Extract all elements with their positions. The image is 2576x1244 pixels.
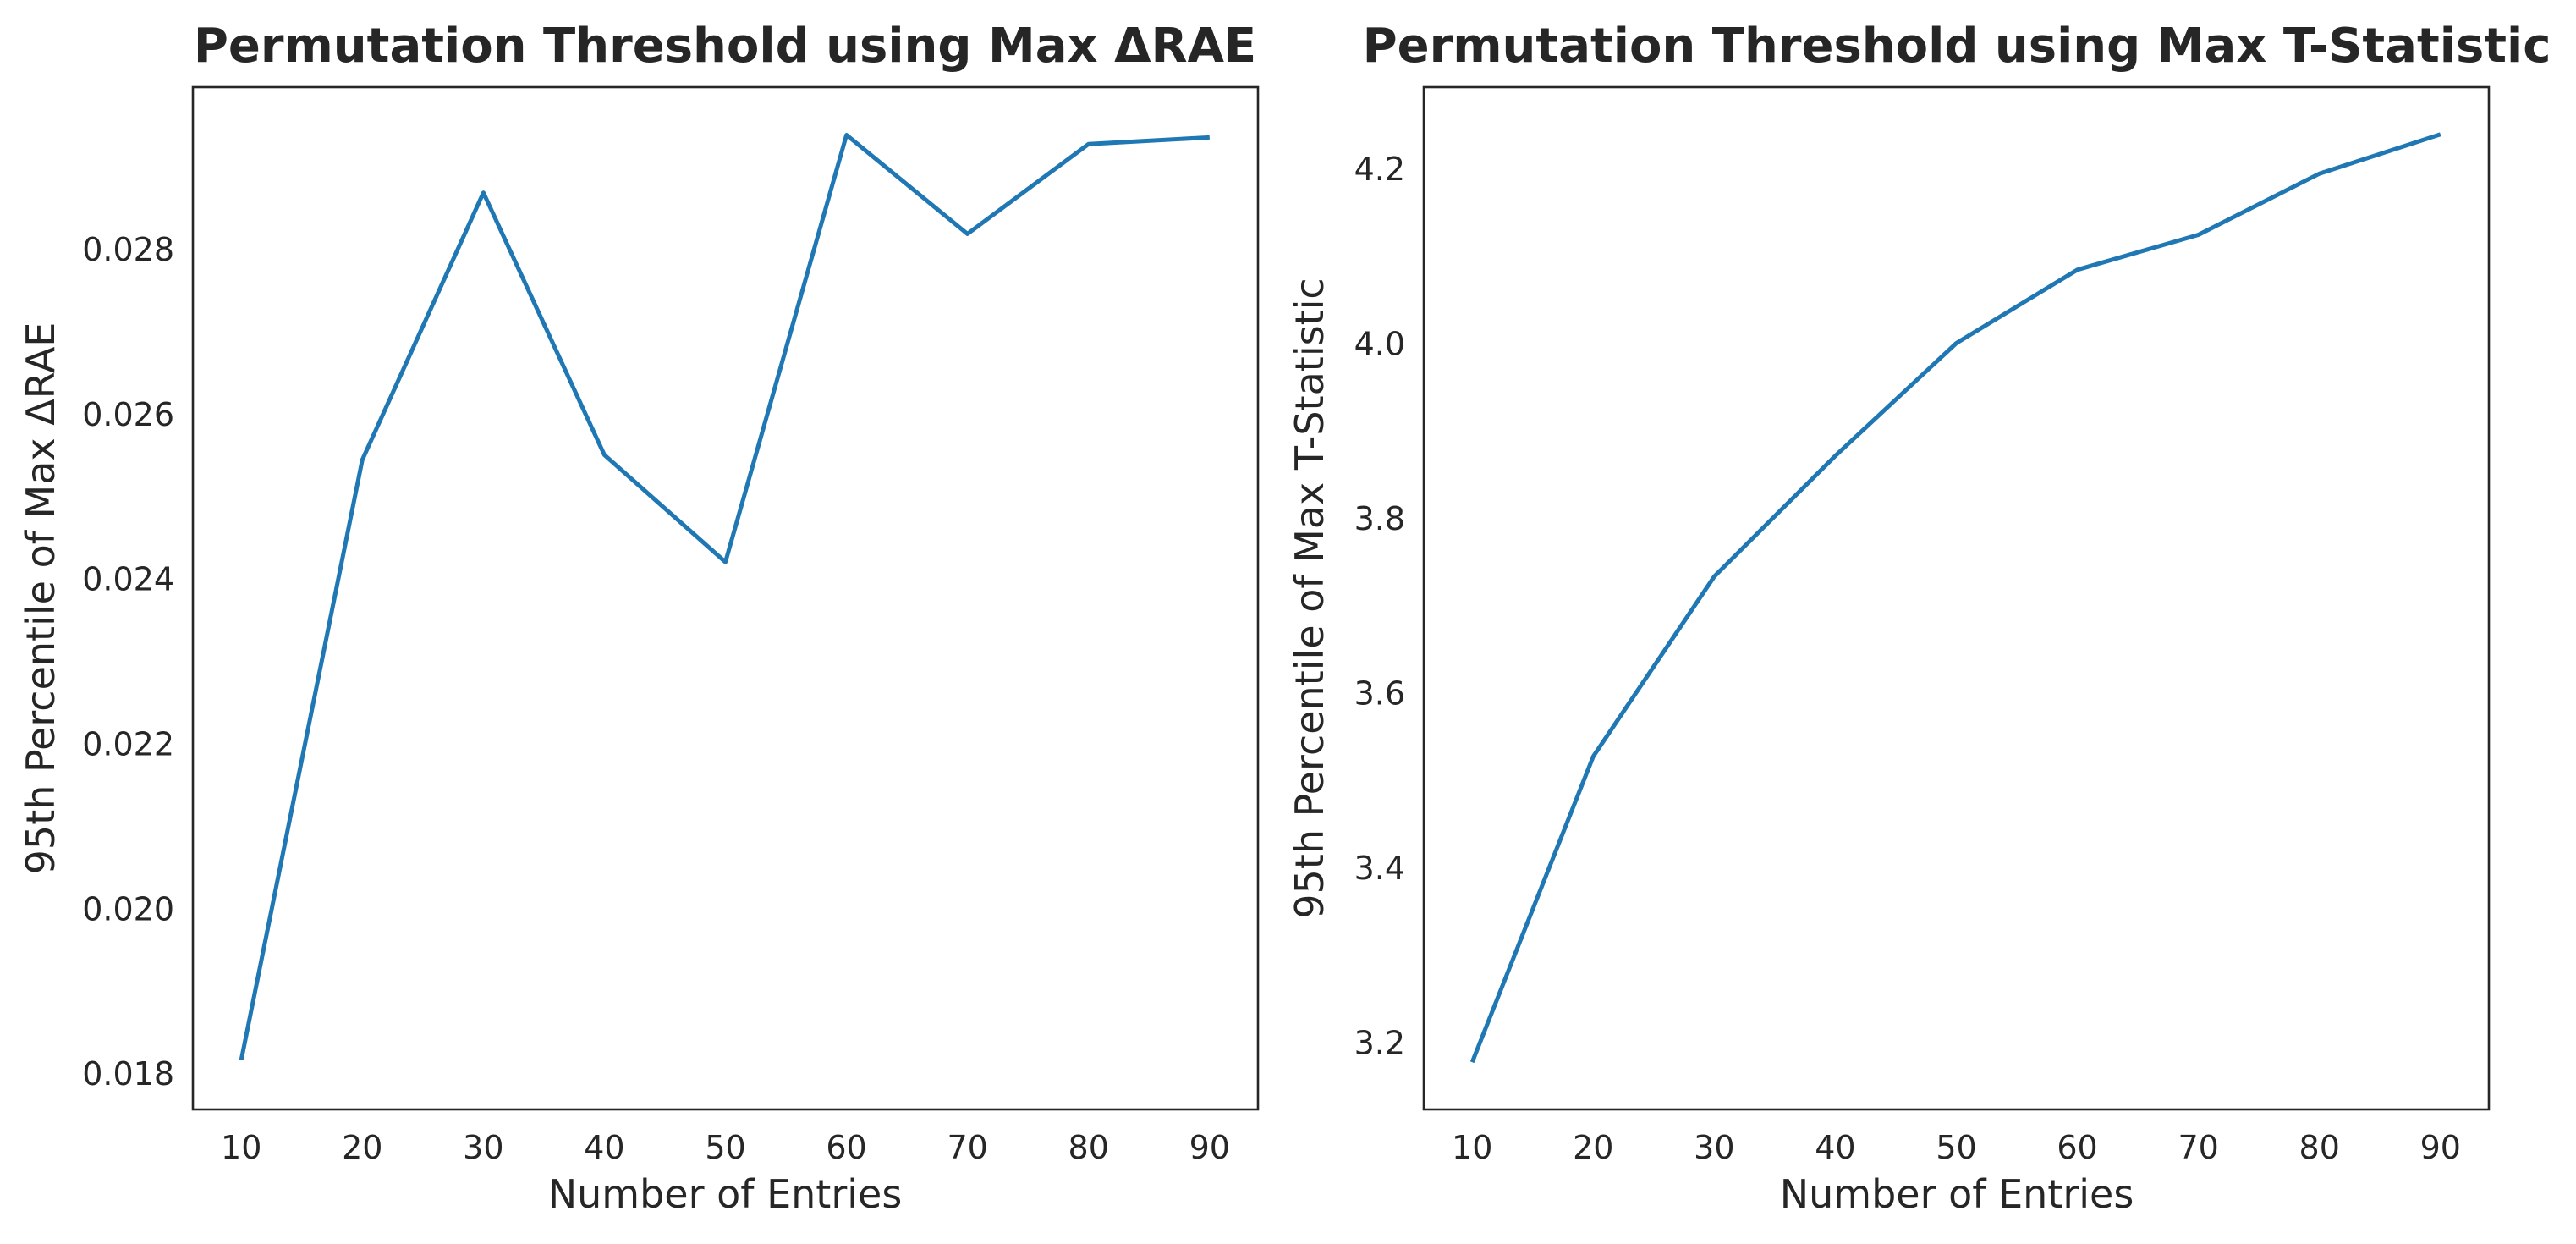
x-tick-label: 20: [1573, 1129, 1613, 1166]
y-tick-label: 3.2: [1354, 1025, 1405, 1062]
data-point: [360, 457, 365, 462]
series-line: [1469, 132, 2441, 1064]
x-tick-label: 70: [947, 1129, 987, 1166]
plot-area: 10 20 30 40 50 60 70 80 90 0.018 0.020 0.022 0.024 0.…: [82, 133, 1230, 1166]
data-point: [601, 452, 607, 457]
chart-title: Permutation Threshold using Max T-Statis…: [1363, 19, 2551, 74]
data-point: [1469, 1060, 1475, 1065]
x-tick-label: 80: [1068, 1129, 1109, 1166]
data-point: [1207, 135, 1212, 140]
y-tick-label: 0.022: [82, 725, 174, 762]
x-tick-label: 70: [2178, 1129, 2218, 1166]
data-point: [1832, 454, 1837, 459]
x-tick-label: 50: [1936, 1129, 1976, 1166]
y-tick-label: 3.6: [1354, 675, 1405, 713]
x-tick-label: 90: [2420, 1129, 2461, 1166]
plot-area: 10 20 30 40 50 60 70 80 90 3.2 3.4 3.6 3.8 4.0 4.2: [1354, 132, 2461, 1166]
x-axis-label: Number of Entries: [548, 1171, 903, 1217]
data-point: [1086, 141, 1091, 146]
plot-frame: [1422, 85, 2491, 1111]
plot-frame: [191, 85, 1260, 1111]
x-tick-label: 30: [463, 1129, 503, 1166]
data-point: [1711, 574, 1716, 579]
data-point: [2196, 232, 2201, 237]
data-point: [2438, 132, 2443, 137]
data-point: [965, 231, 970, 236]
data-point: [844, 133, 849, 138]
x-tick-label: 40: [1815, 1129, 1855, 1166]
x-tick-label: 40: [584, 1129, 624, 1166]
data-point: [2075, 267, 2080, 272]
x-tick-label: 80: [2299, 1129, 2340, 1166]
y-tick-label: 4.0: [1354, 326, 1405, 363]
data-point: [481, 190, 486, 195]
y-tick-label: 0.028: [82, 231, 174, 268]
chart-t-statistic: Permutation Threshold using Max T-Statis…: [1287, 19, 2551, 1217]
y-tick-label: 0.026: [82, 396, 174, 433]
x-tick-label: 90: [1189, 1129, 1230, 1166]
y-axis-label: 95th Percentile of Max ΔRAE: [18, 322, 63, 875]
x-tick-label: 50: [705, 1129, 745, 1166]
x-tick-label: 60: [826, 1129, 866, 1166]
y-tick-label: 0.018: [82, 1055, 174, 1093]
chart-title: Permutation Threshold using Max ΔRAE: [194, 19, 1256, 74]
data-point: [1590, 754, 1596, 759]
series-line: [239, 133, 1210, 1060]
data-point: [239, 1058, 244, 1063]
x-tick-label: 30: [1694, 1129, 1734, 1166]
y-tick-label: 3.8: [1354, 500, 1405, 537]
y-tick-label: 4.2: [1354, 151, 1405, 188]
y-tick-label: 0.020: [82, 890, 174, 927]
x-axis-label: Number of Entries: [1780, 1171, 2134, 1217]
chart-delta-rae: Permutation Threshold using Max ΔRAE 10 2…: [18, 19, 1260, 1217]
x-tick-label: 10: [1452, 1129, 1492, 1166]
data-point: [2317, 171, 2322, 176]
data-point: [1954, 341, 1959, 346]
x-tick-label: 60: [2057, 1129, 2097, 1166]
data-point: [723, 559, 728, 564]
x-tick-label: 20: [342, 1129, 382, 1166]
y-tick-label: 0.024: [82, 561, 174, 598]
y-axis-label: 95th Percentile of Max T-Statistic: [1287, 278, 1332, 918]
y-tick-label: 3.4: [1354, 850, 1405, 887]
x-tick-label: 10: [221, 1129, 261, 1166]
